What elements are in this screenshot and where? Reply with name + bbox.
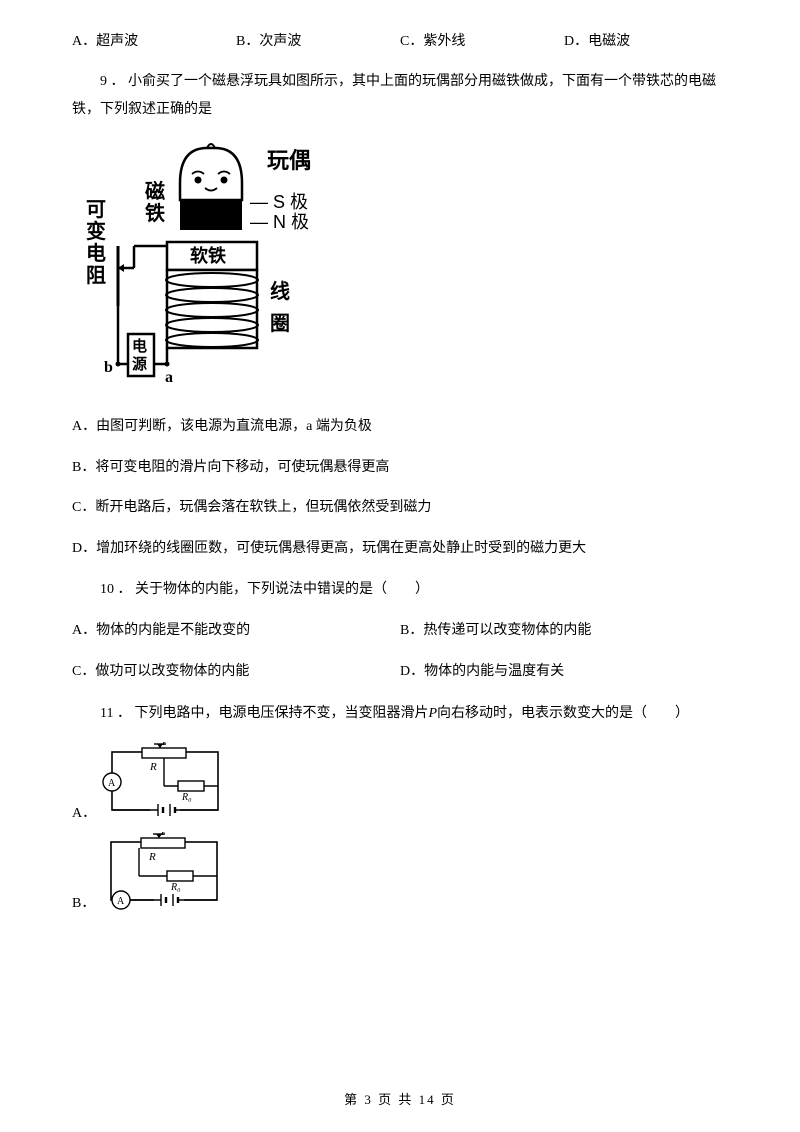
q11-opt-a-row: A． R P A R₀: [72, 742, 728, 822]
label-a: a: [165, 369, 173, 386]
q8-opt-c: C．紫外线: [400, 30, 564, 50]
label-res3: 电: [86, 242, 106, 265]
svg-text:R: R: [149, 761, 157, 773]
q10-stem: 10 ． 关于物体的内能，下列说法中错误的是（ ）: [72, 576, 728, 604]
q11-opt-a-label: A．: [72, 802, 96, 822]
svg-text:A: A: [108, 778, 116, 789]
q9-opt-a: A．由图可判断，该电源为直流电源，a 端为负极: [72, 414, 728, 441]
label-coil1: 线: [270, 279, 290, 303]
label-source1: 电: [132, 337, 147, 355]
label-s: — S 极: [250, 192, 308, 212]
q9-stem: 9 ． 小俞买了一个磁悬浮玩具如图所示，其中上面的玩偶部分用磁铁做成，下面有一个…: [72, 68, 728, 124]
q11-stem-after: 向右移动时，电表示数变大的是（ ）: [437, 706, 689, 721]
svg-text:P: P: [160, 832, 167, 837]
q10-opt-c: C．做功可以改变物体的内能: [72, 659, 400, 686]
svg-text:A: A: [117, 896, 125, 907]
q11-circuit-a: R P A R₀: [100, 742, 230, 822]
q8-options: A．超声波 B．次声波 C．紫外线 D．电磁波: [72, 30, 728, 50]
svg-text:R₀: R₀: [170, 882, 181, 893]
label-doll: 玩偶: [267, 148, 311, 173]
svg-text:R₀: R₀: [181, 792, 192, 803]
label-magnet2: 铁: [145, 201, 165, 225]
q8-opt-d: D．电磁波: [564, 30, 728, 50]
q8-opt-b: B．次声波: [236, 30, 400, 50]
label-coil2: 圈: [270, 312, 290, 335]
page-footer: 第 3 页 共 14 页: [0, 1089, 800, 1108]
q10-opt-d: D．物体的内能与温度有关: [400, 659, 728, 686]
q9-opt-c: C．断开电路后，玩偶会落在软铁上，但玩偶依然受到磁力: [72, 495, 728, 522]
q9-opt-b: B．将可变电阻的滑片向下移动，可使玩偶悬得更高: [72, 455, 728, 482]
label-softiron: 软铁: [190, 245, 226, 266]
q9-figure: 玩偶 磁 铁 — S 极 — N 极 软铁 线 圈 可 变 电: [72, 138, 728, 398]
label-magnet1: 磁: [145, 179, 165, 203]
q9-opt-d: D．增加环绕的线圈匝数，可使玩偶悬得更高，玩偶在更高处静止时受到的磁力更大: [72, 536, 728, 563]
q11-opt-b-row: B． R P A R₀: [72, 832, 728, 912]
label-res2: 变: [86, 219, 106, 243]
label-n: — N 极: [250, 212, 309, 232]
q11-circuit-b: R P A R₀: [99, 832, 229, 912]
q11-opt-b-label: B．: [72, 892, 95, 912]
label-b: b: [104, 359, 113, 376]
q10-opt-b: B．热传递可以改变物体的内能: [400, 618, 728, 645]
label-res1: 可: [86, 199, 106, 221]
q8-opt-a: A．超声波: [72, 30, 236, 50]
label-res4: 阻: [86, 264, 106, 287]
q11-stem: 11 ． 下列电路中，电源电压保持不变，当变阻器滑片P向右移动时，电表示数变大的…: [72, 700, 728, 728]
q10-opt-a: A．物体的内能是不能改变的: [72, 618, 400, 645]
label-source2: 源: [132, 355, 147, 373]
svg-text:P: P: [161, 742, 168, 747]
svg-text:R: R: [148, 851, 156, 863]
q11-stem-before: 11 ． 下列电路中，电源电压保持不变，当变阻器滑片: [100, 706, 428, 721]
q11-stem-p: P: [428, 706, 437, 721]
